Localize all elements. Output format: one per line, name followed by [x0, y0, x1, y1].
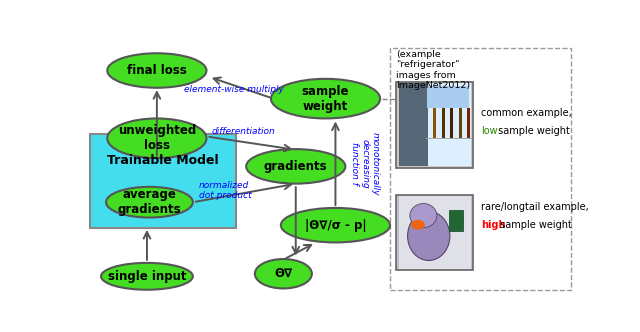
Ellipse shape: [106, 187, 193, 217]
Text: differentiation: differentiation: [211, 127, 275, 136]
Ellipse shape: [411, 220, 425, 229]
Bar: [428, 86, 470, 108]
Bar: [396, 195, 474, 270]
Bar: [396, 82, 474, 168]
FancyBboxPatch shape: [90, 134, 236, 228]
Text: Θ∇: Θ∇: [274, 267, 292, 280]
Ellipse shape: [410, 204, 437, 228]
Ellipse shape: [255, 259, 312, 289]
Text: Trainable Model: Trainable Model: [108, 154, 219, 167]
Text: common example,: common example,: [481, 108, 572, 118]
Text: final loss: final loss: [127, 64, 187, 77]
Text: single input: single input: [108, 270, 186, 283]
Bar: [459, 108, 462, 138]
Bar: [399, 83, 471, 166]
Ellipse shape: [281, 208, 390, 242]
Text: low: low: [481, 125, 497, 135]
Bar: [442, 108, 445, 138]
Text: normalized
dot product: normalized dot product: [199, 181, 252, 201]
Text: gradients: gradients: [264, 160, 328, 173]
Ellipse shape: [108, 53, 207, 88]
Text: sample weight: sample weight: [495, 125, 570, 135]
Text: rare/longtail example,: rare/longtail example,: [481, 202, 589, 212]
Ellipse shape: [101, 263, 193, 290]
Bar: [449, 209, 463, 231]
Text: element-wise multiply: element-wise multiply: [184, 85, 284, 94]
Ellipse shape: [408, 211, 450, 261]
Bar: [451, 108, 453, 138]
Ellipse shape: [246, 149, 346, 184]
Ellipse shape: [271, 79, 380, 119]
Bar: [433, 108, 436, 138]
Text: sample weight: sample weight: [497, 220, 572, 230]
Text: high: high: [481, 220, 505, 230]
Text: monotonically
decreasing
function f: monotonically decreasing function f: [350, 132, 380, 196]
Bar: [399, 83, 428, 166]
Text: sample
weight: sample weight: [302, 85, 349, 113]
Text: (example
"refrigerator"
images from
ImageNet2012): (example "refrigerator" images from Imag…: [396, 50, 470, 90]
Text: unweighted
loss: unweighted loss: [118, 124, 196, 152]
Bar: [399, 196, 471, 269]
Bar: [426, 138, 472, 139]
Ellipse shape: [108, 119, 207, 158]
Text: average
gradients: average gradients: [118, 188, 181, 216]
Bar: [467, 108, 470, 138]
Text: |Θ∇/σ - p|: |Θ∇/σ - p|: [305, 219, 366, 232]
Bar: [390, 47, 571, 290]
